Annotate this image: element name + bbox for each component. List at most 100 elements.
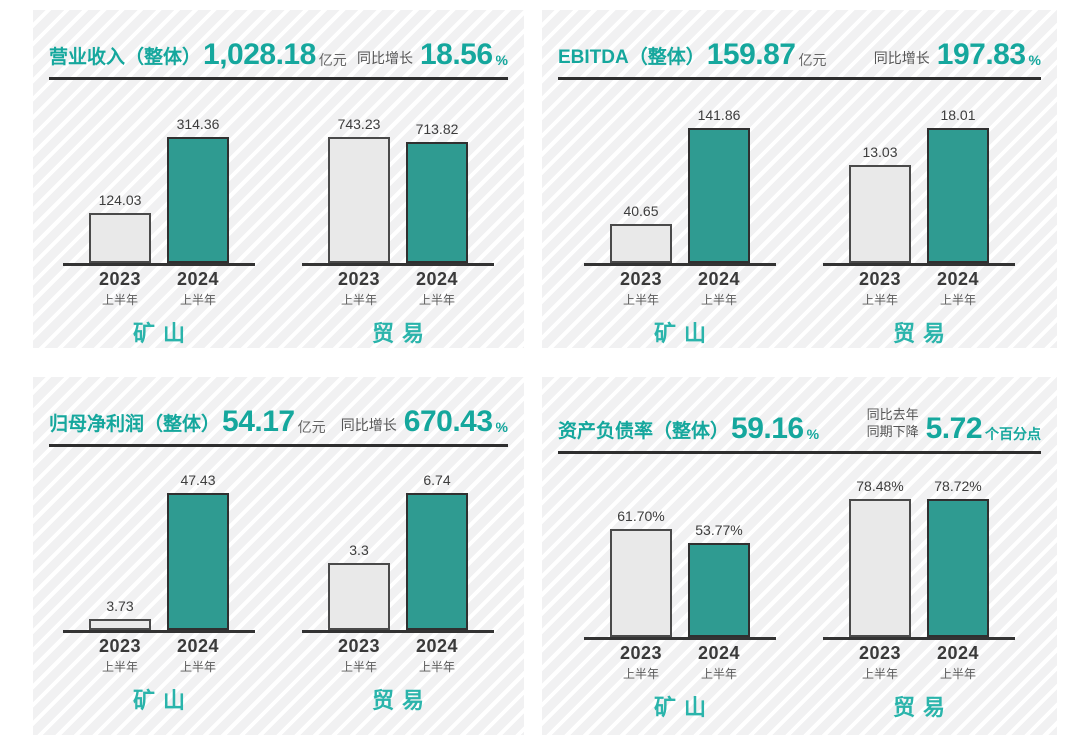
change-label-line: 同比增长 <box>356 49 413 66</box>
bar-value-label: 78.72% <box>934 477 982 494</box>
x-tick: 2023 上半年 <box>610 642 672 682</box>
bar-column: 53.77% <box>688 522 750 637</box>
change-unit: % <box>495 52 508 68</box>
panel-header: 营业收入（整体） 1,028.18 亿元 同比增长 18.56% <box>49 40 508 80</box>
x-tick: 2024 上半年 <box>167 636 229 675</box>
change-label-line: 同比增长 <box>873 49 930 66</box>
bar-teal <box>927 128 989 263</box>
bar-teal <box>167 493 229 630</box>
headline-unit: 亿元 <box>297 419 326 435</box>
x-tick-sub: 上半年 <box>622 292 659 307</box>
plot-area: 13.03 18.01 <box>823 92 1015 266</box>
group-label: 贸易 <box>371 687 432 713</box>
change-label-line: 同比增长 <box>340 416 397 433</box>
bar-gray <box>849 498 911 637</box>
bar-teal <box>406 493 468 630</box>
bar-gray <box>610 528 672 637</box>
headline-unit: 亿元 <box>798 52 827 68</box>
change-value: 197.83 <box>936 38 1026 71</box>
change-group: 同比增长 670.43% <box>341 407 508 437</box>
bar-column: 18.01 <box>927 107 989 263</box>
x-tick-year: 2023 <box>858 269 902 289</box>
x-tick: 2023 上半年 <box>328 269 390 308</box>
x-tick: 2024 上半年 <box>406 636 468 675</box>
x-axis-labels: 2023 上半年 2024 上半年 <box>63 266 255 308</box>
bar-value-label: 61.70% <box>617 507 665 524</box>
x-tick: 2024 上半年 <box>167 269 229 308</box>
change-label: 同比增长 <box>341 416 397 437</box>
x-tick-year: 2023 <box>619 642 663 663</box>
kpi-panel-1: 营业收入（整体） 1,028.18 亿元 同比增长 18.56% 124.03 314.36… <box>33 10 524 348</box>
headline-value: 59.16 <box>731 411 804 445</box>
x-tick-year: 2024 <box>415 636 459 656</box>
x-tick: 2024 上半年 <box>688 642 750 682</box>
bar-value-label: 53.77% <box>695 521 743 538</box>
bar-value-label: 3.3 <box>349 542 369 558</box>
bar-value-label: 6.74 <box>423 472 451 488</box>
headline-group: 营业收入（整体） 1,028.18 亿元 <box>49 40 347 70</box>
bar-column: 314.36 <box>167 116 229 263</box>
change-label: 同比去年 同期下降 <box>867 407 919 444</box>
plot-area: 78.48% 78.72% <box>823 466 1015 640</box>
x-tick: 2023 上半年 <box>89 636 151 675</box>
bar-column: 124.03 <box>89 192 151 263</box>
panel-header: 资产负债率（整体） 59.16% 同比去年 同期下降 5.72 个百分点 <box>558 407 1041 454</box>
plot-area: 40.65 141.86 <box>584 92 776 266</box>
change-group: 同比去年 同期下降 5.72 个百分点 <box>867 407 1041 444</box>
bar-value-label: 124.03 <box>98 192 142 208</box>
x-axis-labels: 2023 上半年 2024 上半年 <box>584 640 776 682</box>
plot-area: 743.23 713.82 <box>302 92 494 266</box>
x-axis-labels: 2023 上半年 2024 上半年 <box>584 266 776 308</box>
kpi-panel-2: EBITDA（整体） 159.87 亿元 同比增长 197.83% 40.65 141.86… <box>542 10 1057 348</box>
bar-value-label: 743.23 <box>337 116 381 132</box>
x-tick-year: 2023 <box>337 636 381 656</box>
panel-header: EBITDA（整体） 159.87 亿元 同比增长 197.83% <box>558 40 1041 80</box>
x-tick: 2023 上半年 <box>328 636 390 675</box>
x-tick-sub: 上半年 <box>179 659 216 674</box>
x-tick-sub: 上半年 <box>418 659 455 674</box>
x-tick: 2023 上半年 <box>849 269 911 308</box>
x-tick-year: 2024 <box>697 642 741 663</box>
x-tick-year: 2023 <box>858 642 902 663</box>
x-tick: 2023 上半年 <box>610 269 672 308</box>
x-tick-sub: 上半年 <box>700 292 737 307</box>
bar-value-label: 713.82 <box>415 121 459 137</box>
bar-value-label: 40.65 <box>623 203 659 219</box>
x-axis-labels: 2023 上半年 2024 上半年 <box>302 633 494 675</box>
headline-value: 54.17 <box>222 405 295 438</box>
bar-value-label: 13.03 <box>862 144 898 160</box>
panel-title: EBITDA（整体） <box>558 47 705 68</box>
chart-group-1: 40.65 141.86 2023 上半年 2024 上半年 矿山 <box>584 92 776 348</box>
bar-gray <box>89 213 151 263</box>
bar-teal <box>688 128 750 263</box>
x-axis-labels: 2023 上半年 2024 上半年 <box>823 640 1015 682</box>
chart-group-1: 3.73 47.43 2023 上半年 2024 上半年 矿山 <box>63 459 255 715</box>
x-axis-labels: 2023 上半年 2024 上半年 <box>302 266 494 308</box>
headline-value: 159.87 <box>706 38 796 71</box>
x-axis-labels: 2023 上半年 2024 上半年 <box>823 266 1015 308</box>
bar-column: 78.48% <box>849 478 911 637</box>
panel-title: 归母净利润（整体） <box>49 414 221 435</box>
x-tick-sub: 上半年 <box>179 292 216 307</box>
change-label: 同比增长 <box>357 49 413 70</box>
change-unit: 个百分点 <box>985 425 1041 442</box>
chart-group-2: 743.23 713.82 2023 上半年 2024 上半年 贸易 <box>302 92 494 348</box>
group-label: 贸易 <box>892 694 953 720</box>
bar-gray <box>328 137 390 263</box>
change-label-line: 同期下降 <box>866 423 919 439</box>
bar-column: 3.3 <box>328 542 390 630</box>
x-tick-year: 2024 <box>936 642 980 663</box>
charts-row: 124.03 314.36 2023 上半年 2024 上半年 矿山 743.23 713.82… <box>33 92 524 348</box>
change-group: 同比增长 18.56% <box>357 40 508 70</box>
x-tick-sub: 上半年 <box>340 292 377 307</box>
x-tick-sub: 上半年 <box>700 666 737 681</box>
bar-column: 13.03 <box>849 144 911 263</box>
headline-unit: % <box>806 425 820 442</box>
x-tick: 2023 上半年 <box>849 642 911 682</box>
change-unit: % <box>1028 52 1041 68</box>
x-tick-sub: 上半年 <box>939 292 976 307</box>
chart-group-1: 61.70% 53.77% 2023 上半年 2024 上半年 矿山 <box>584 466 776 722</box>
x-tick-year: 2024 <box>176 269 220 289</box>
headline-group: 资产负债率（整体） 59.16% <box>558 411 820 445</box>
chart-group-2: 13.03 18.01 2023 上半年 2024 上半年 贸易 <box>823 92 1015 348</box>
